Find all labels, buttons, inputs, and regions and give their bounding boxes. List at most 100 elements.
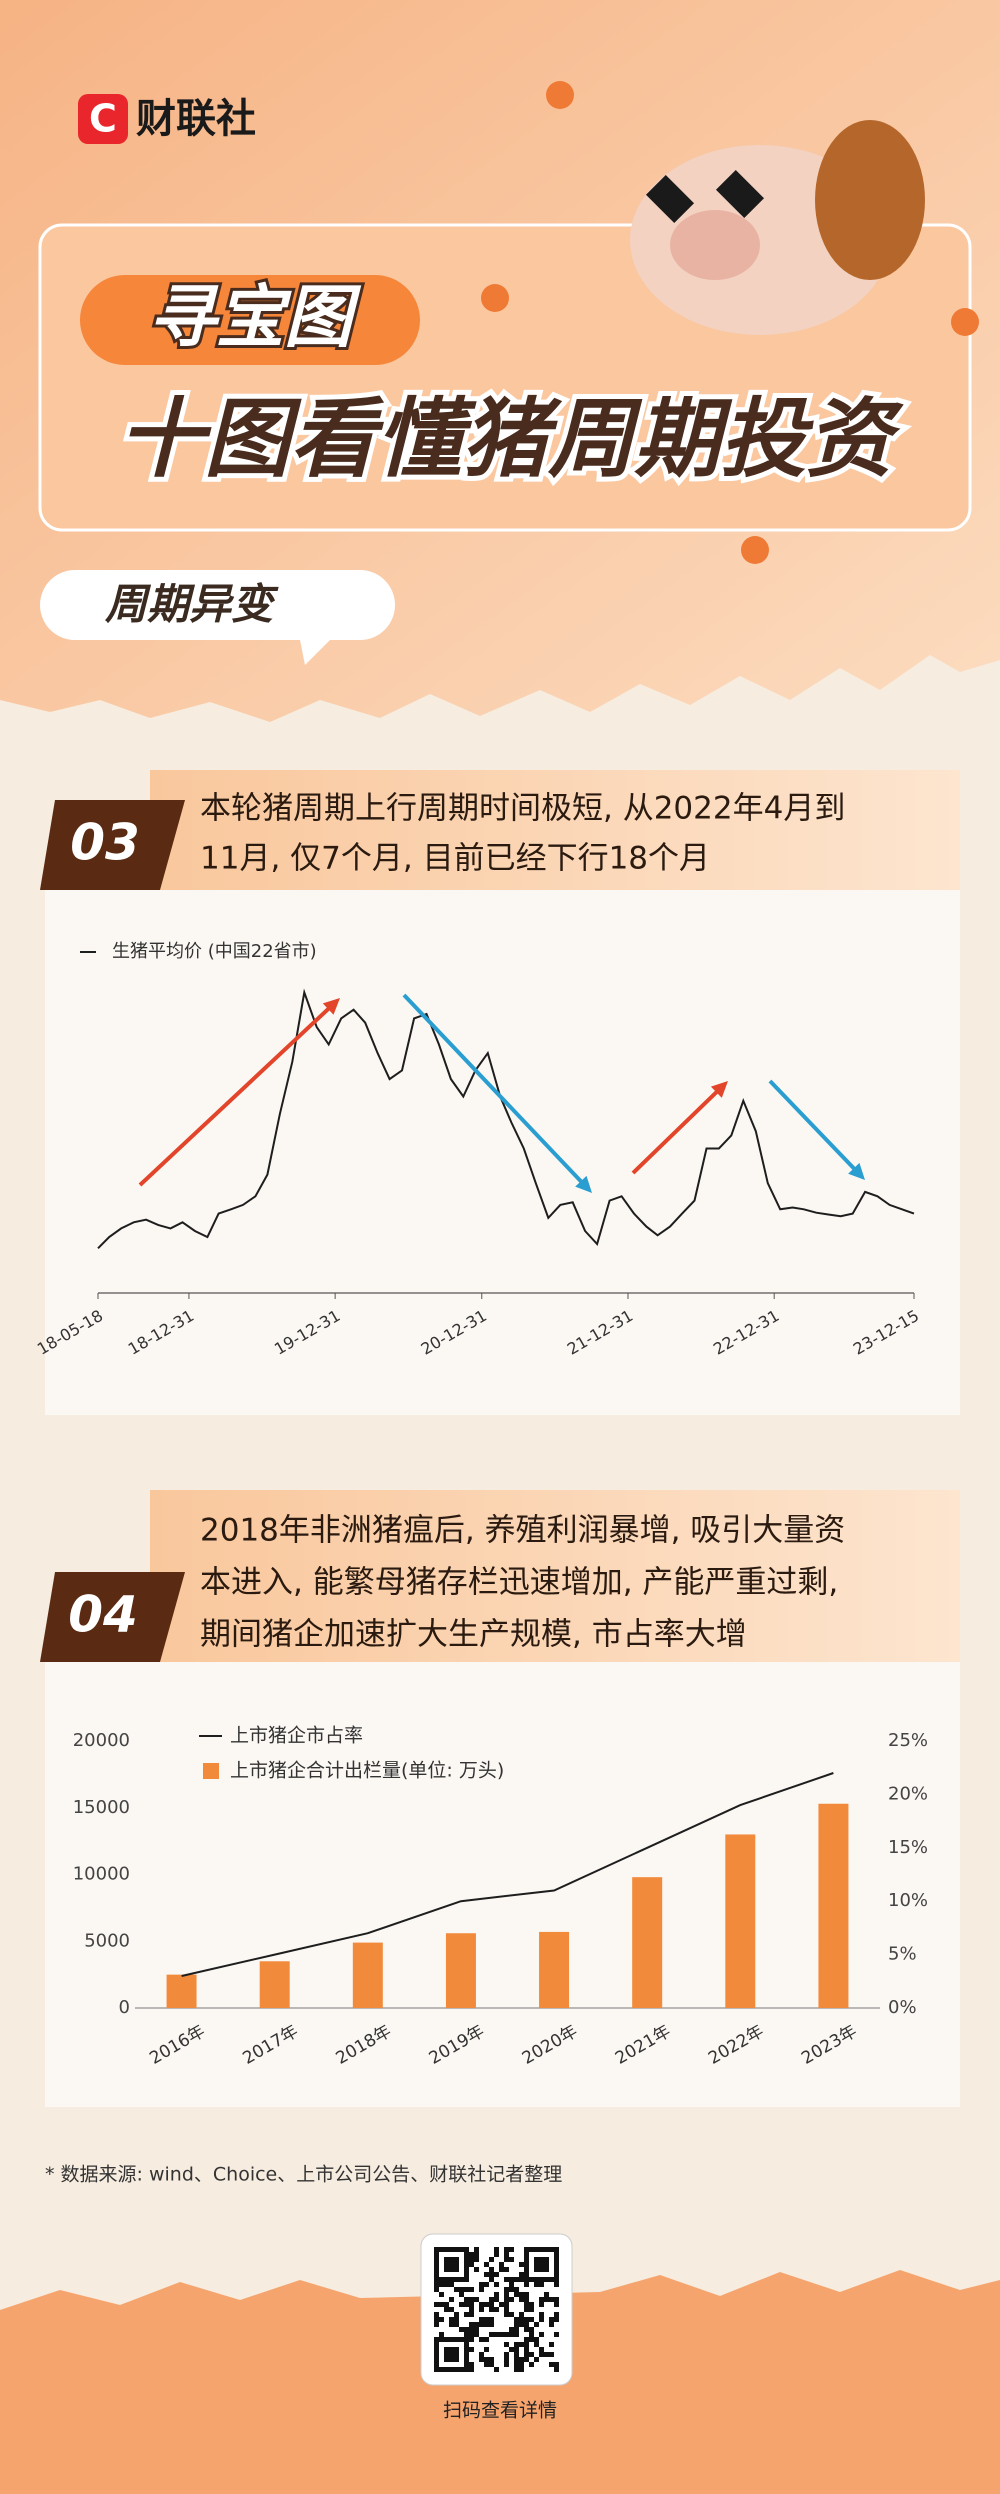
qr-code bbox=[434, 2247, 559, 2372]
chart-card bbox=[45, 890, 960, 1415]
qr-cell bbox=[544, 2257, 549, 2262]
qr-cell bbox=[434, 2352, 439, 2357]
qr-cell bbox=[514, 2362, 519, 2367]
qr-cell bbox=[524, 2322, 529, 2327]
qr-cell bbox=[539, 2312, 544, 2317]
qr-cell bbox=[464, 2367, 469, 2372]
qr-cell bbox=[434, 2282, 439, 2287]
qr-cell bbox=[544, 2277, 549, 2282]
qr-cell bbox=[454, 2352, 459, 2357]
qr-cell bbox=[449, 2257, 454, 2262]
qr-cell bbox=[524, 2347, 529, 2352]
tag: 寻宝图 bbox=[148, 279, 362, 358]
qr-cell bbox=[519, 2367, 524, 2372]
main-title: 十图看懂猪周期投资 bbox=[118, 389, 904, 489]
qr-cell bbox=[524, 2257, 529, 2262]
qr-cell bbox=[509, 2312, 514, 2317]
trend-arrow bbox=[138, 1003, 335, 1187]
qr-cell bbox=[434, 2362, 439, 2367]
qr-cell bbox=[549, 2342, 554, 2347]
qr-cell bbox=[499, 2267, 504, 2272]
trend-arrow bbox=[768, 1079, 860, 1175]
price-line bbox=[97, 988, 915, 1250]
qr-cell bbox=[524, 2282, 529, 2287]
qr-cell bbox=[524, 2302, 529, 2307]
qr-cell bbox=[539, 2352, 544, 2357]
brand: 财联社 bbox=[136, 96, 256, 142]
qr-cell bbox=[464, 2352, 469, 2357]
qr-cell bbox=[484, 2272, 489, 2277]
qr-cell bbox=[489, 2317, 494, 2322]
qr-cell bbox=[459, 2327, 464, 2332]
qr-cell bbox=[504, 2302, 509, 2307]
qr-cell bbox=[489, 2302, 494, 2307]
qr-cell bbox=[529, 2307, 534, 2312]
qr-cell bbox=[464, 2277, 469, 2282]
qr-cell bbox=[554, 2257, 559, 2262]
qr-cell bbox=[464, 2252, 469, 2257]
qr-cell bbox=[444, 2257, 449, 2262]
qr-cell bbox=[439, 2367, 444, 2372]
qr-cell bbox=[434, 2317, 439, 2322]
qr-cell bbox=[459, 2302, 464, 2307]
section-pill bbox=[40, 570, 395, 665]
qr-cell bbox=[474, 2247, 479, 2252]
qr-cell bbox=[474, 2327, 479, 2332]
section-text: 本进入, 能繁母猪存栏迅速增加, 产能严重过剩, bbox=[200, 1565, 838, 1601]
qr-cell bbox=[489, 2307, 494, 2312]
qr-cell bbox=[504, 2297, 509, 2302]
qr-cell bbox=[489, 2297, 494, 2302]
qr-cell bbox=[434, 2337, 439, 2342]
qr-cell bbox=[504, 2307, 509, 2312]
qr-cell bbox=[474, 2322, 479, 2327]
qr-cell bbox=[529, 2277, 534, 2282]
location-pins bbox=[481, 81, 979, 564]
qr-cell bbox=[519, 2277, 524, 2282]
qr-cell bbox=[434, 2322, 439, 2327]
qr-cell bbox=[549, 2352, 554, 2357]
qr-cell bbox=[449, 2297, 454, 2302]
qr-cell bbox=[534, 2267, 539, 2272]
source-note: * 数据来源: wind、Choice、上市公司公告、财联社记者整理 bbox=[45, 2164, 562, 2186]
qr-cell bbox=[494, 2367, 499, 2372]
chart-card bbox=[45, 1662, 960, 2107]
qr-cell bbox=[479, 2352, 484, 2357]
qr-cell bbox=[554, 2317, 559, 2322]
qr-cell bbox=[504, 2287, 509, 2292]
qr-cell bbox=[529, 2362, 534, 2367]
qr-cell bbox=[464, 2357, 469, 2362]
qr-cell bbox=[514, 2347, 519, 2352]
qr-cell bbox=[489, 2257, 494, 2262]
qr-cell bbox=[494, 2297, 499, 2302]
qr-cell bbox=[464, 2327, 469, 2332]
qr-cell bbox=[454, 2247, 459, 2252]
qr-cell bbox=[494, 2272, 499, 2277]
qr-cell bbox=[449, 2357, 454, 2362]
trend-arrowhead bbox=[322, 998, 340, 1015]
qr-cell bbox=[539, 2282, 544, 2287]
qr-cell bbox=[534, 2342, 539, 2347]
bar bbox=[445, 1933, 476, 2008]
qr-cell bbox=[449, 2267, 454, 2272]
qr-cell bbox=[524, 2267, 529, 2272]
qr-cell bbox=[449, 2307, 454, 2312]
qr-cell bbox=[519, 2357, 524, 2362]
qr-cell bbox=[484, 2302, 489, 2307]
qr-cell bbox=[464, 2362, 469, 2367]
qr-cell bbox=[469, 2322, 474, 2327]
qr-cell bbox=[439, 2317, 444, 2322]
qr-cell bbox=[464, 2347, 469, 2352]
qr-cell bbox=[489, 2362, 494, 2367]
legend-label: 上市猪企合计出栏量(单位: 万头) bbox=[230, 1760, 504, 1782]
y2-tick-label: 25% bbox=[888, 1730, 928, 1751]
qr-cell bbox=[464, 2302, 469, 2307]
qr-cell bbox=[509, 2327, 514, 2332]
qr-cell bbox=[539, 2257, 544, 2262]
qr-cell bbox=[524, 2297, 529, 2302]
qr-cell bbox=[459, 2247, 464, 2252]
qr-cell bbox=[464, 2287, 469, 2292]
qr-cell bbox=[524, 2352, 529, 2357]
qr-cell bbox=[524, 2327, 529, 2332]
qr-cell bbox=[454, 2367, 459, 2372]
